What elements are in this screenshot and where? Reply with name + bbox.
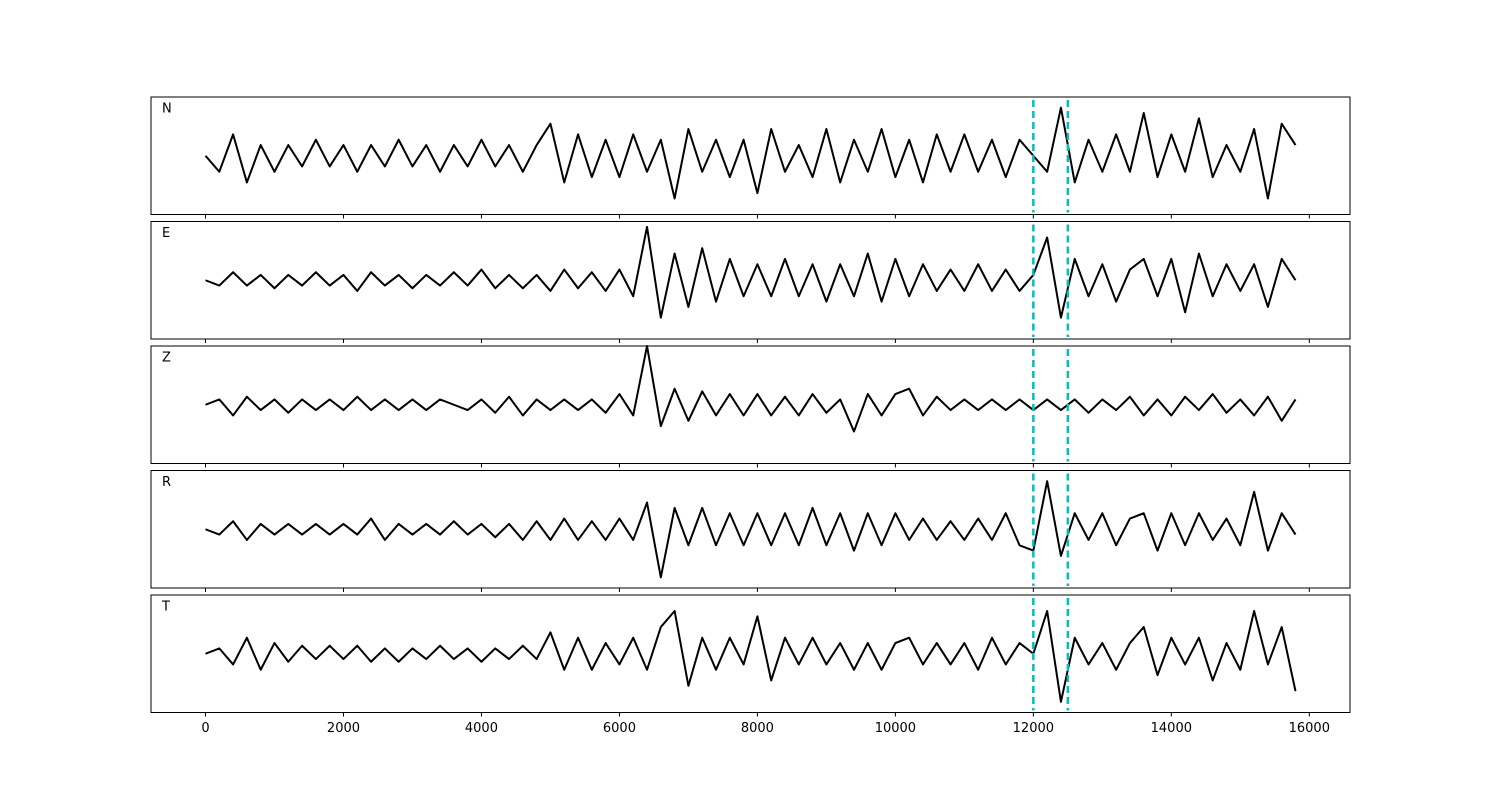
waveform	[205, 610, 1297, 703]
axes-background	[151, 97, 1350, 215]
axes-background	[151, 595, 1350, 713]
x-tick-label: 2000	[327, 721, 360, 736]
x-tick-label: 10000	[875, 721, 916, 736]
x-tick-label: 14000	[1151, 721, 1192, 736]
x-tick-label: 16000	[1289, 721, 1330, 736]
waveform	[204, 106, 1297, 200]
panel-label: Z	[162, 351, 171, 366]
axes-frame	[150, 221, 1351, 340]
x-tick-label: 8000	[741, 721, 774, 736]
x-tick-label: 4000	[465, 721, 498, 736]
x-tick-label: 12000	[1013, 721, 1054, 736]
panel-label: N	[162, 102, 172, 117]
x-tick-label: 0	[201, 721, 209, 736]
x-tick-label: 6000	[603, 721, 636, 736]
panel-label: E	[162, 226, 170, 241]
axes-frame	[150, 594, 1351, 713]
waveform	[205, 225, 1297, 319]
panel-label: T	[161, 600, 170, 615]
panel-label: R	[162, 475, 171, 490]
axes-frame	[150, 96, 1351, 215]
axes-frame	[150, 345, 1351, 464]
axes-frame	[150, 470, 1351, 589]
waveform	[205, 480, 1297, 579]
waveform	[205, 345, 1297, 433]
